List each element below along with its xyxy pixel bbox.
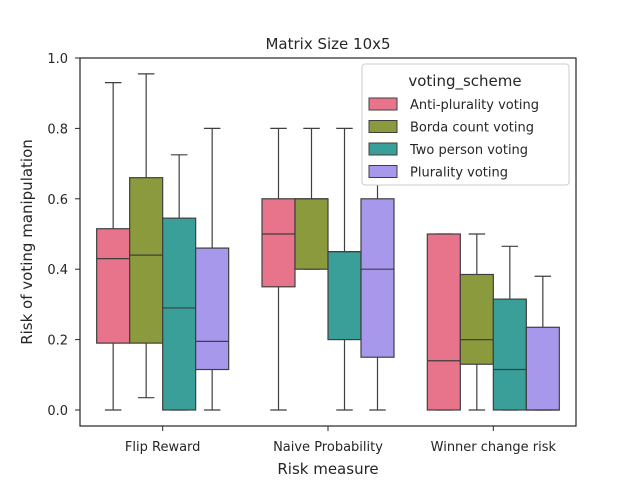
- box-two-person-voting-2: [327, 127, 362, 411]
- legend-swatch: [368, 120, 398, 133]
- box-anti-plurality-voting-3: [426, 233, 461, 411]
- iqr-box: [129, 177, 164, 344]
- box-anti-plurality-voting-2: [261, 127, 296, 411]
- y-axis: 0.0 0.2 0.4 0.6 0.8 1.0: [47, 52, 80, 419]
- chart-title: Matrix Size 10x5: [265, 35, 390, 53]
- legend-swatch: [368, 142, 398, 156]
- iqr-box: [459, 273, 494, 365]
- legend-title: voting_scheme: [408, 72, 521, 91]
- iqr-box: [261, 198, 296, 288]
- y-tick-label: 0.4: [47, 263, 68, 278]
- box-borda-count-voting-3: [459, 233, 494, 411]
- y-tick-label: 0.2: [47, 334, 68, 349]
- legend-frame: [361, 63, 570, 186]
- legend: voting_scheme Anti-plurality voting Borda…: [361, 63, 570, 186]
- legend-label: Plurality voting: [410, 166, 508, 181]
- y-tick-label: 0.6: [47, 193, 68, 208]
- x-axis: Flip Reward Naive Probability Winner chang…: [125, 426, 557, 455]
- iqr-box: [195, 247, 230, 371]
- box-plurality-voting-2: [360, 127, 395, 411]
- x-tick-label: Flip Reward: [125, 440, 201, 455]
- y-tick-label: 1.0: [47, 52, 68, 67]
- iqr-box: [327, 251, 362, 341]
- legend-label: Two person voting: [409, 143, 528, 158]
- legend-swatch: [368, 97, 398, 111]
- box-two-person-voting-3: [492, 245, 527, 411]
- y-tick-label: 0.0: [47, 404, 68, 419]
- plot-area: [96, 73, 560, 411]
- plot-frame: [79, 57, 577, 427]
- iqr-box: [426, 233, 461, 411]
- iqr-box: [294, 198, 329, 270]
- x-tick-label: Naive Probability: [273, 440, 383, 455]
- box-borda-count-voting-2: [294, 127, 329, 270]
- iqr-box: [360, 198, 395, 358]
- box-plurality-voting-3: [525, 275, 560, 411]
- x-axis-label: Risk measure: [277, 460, 378, 478]
- y-axis-label: Risk of voting manipulation: [18, 139, 36, 345]
- box-anti-plurality-voting-1: [96, 82, 131, 411]
- legend-label: Borda count voting: [410, 121, 534, 136]
- box-plurality-voting-1: [195, 127, 230, 411]
- box-borda-count-voting-1: [129, 73, 164, 399]
- iqr-box: [96, 228, 131, 344]
- legend-swatch: [368, 165, 398, 178]
- box-two-person-voting-1: [162, 154, 197, 411]
- y-tick-label: 0.8: [47, 122, 68, 137]
- iqr-box: [492, 298, 527, 411]
- iqr-box: [525, 326, 560, 411]
- legend-label: Anti-plurality voting: [410, 98, 539, 113]
- x-tick-label: Winner change risk: [431, 440, 557, 455]
- iqr-box: [162, 217, 197, 411]
